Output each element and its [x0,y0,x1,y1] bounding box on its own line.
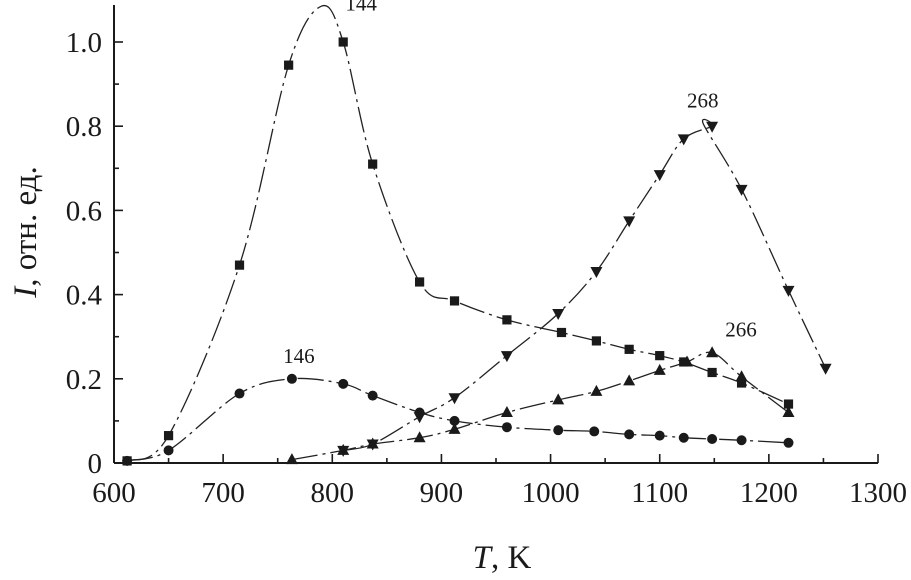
marker-266 [681,355,693,367]
marker-144 [624,344,634,354]
marker-146 [234,388,245,399]
peak-label-268: 268 [687,88,719,112]
y-axis-title: I, отн. ед. [8,166,44,298]
marker-266 [337,443,350,455]
marker-144 [163,431,174,441]
peak-label-144: 144 [345,0,377,15]
marker-144 [415,277,425,287]
peak-labels: 144 146 268 266 [283,0,757,368]
peak-label-266: 266 [725,318,757,342]
marker-266 [448,422,461,434]
marker-144 [449,296,460,306]
marker-146 [163,445,174,456]
y-tick-label: 0 [88,448,103,480]
series-markers [122,37,832,466]
marker-268 [706,121,719,133]
marker-268 [448,393,461,405]
marker-268 [413,412,426,424]
ticks: 600 700 800 900 1000 1100 1200 1300 0 0.2 0.4 0.6 0.… [66,27,907,509]
y-tick-label: 1.0 [66,27,102,59]
marker-268 [735,184,748,196]
marker-144 [655,351,665,361]
marker-266 [413,431,426,443]
y-tick-label: 0.8 [66,111,102,143]
x-tick-label: 1000 [522,477,580,509]
marker-146 [736,435,747,446]
marker-146 [122,455,133,466]
marker-266 [590,384,603,396]
x-tick-label: 600 [92,477,136,509]
peak-label-146: 146 [283,344,315,368]
x-tick-label: 1200 [740,477,798,509]
marker-146 [624,429,635,440]
marker-144 [783,399,794,409]
marker-266 [285,453,298,465]
marker-146 [286,373,297,384]
marker-146 [707,434,718,445]
marker-144 [736,378,747,388]
marker-266 [653,363,666,375]
marker-268 [623,216,636,228]
marker-268 [552,309,565,321]
x-axis-title: T, K [473,540,532,576]
marker-144 [556,327,567,338]
marker-144 [234,260,245,270]
x-tick-label: 1300 [849,477,907,509]
marker-146 [449,415,460,426]
marker-146 [553,425,564,436]
x-tick-label: 1100 [631,477,688,509]
marker-144 [284,60,294,70]
marker-146 [367,390,378,401]
marker-144 [707,367,717,378]
marker-146 [783,437,794,448]
x-tick-label: 800 [311,477,355,509]
marker-266 [500,405,513,417]
marker-268 [677,134,690,146]
marker-144 [591,336,602,346]
x-tick-label: 700 [201,477,245,509]
marker-146 [338,378,349,389]
marker-266 [366,437,379,449]
x-tick-label: 900 [420,477,464,509]
marker-266 [782,405,795,417]
marker-144 [338,37,348,47]
y-axis-variable: I [8,285,44,299]
marker-266 [735,370,748,382]
y-tick-label: 0.2 [66,364,102,396]
marker-146 [589,426,600,437]
marker-268 [590,266,603,278]
marker-266 [623,374,636,386]
marker-144 [502,315,512,325]
marker-146 [678,432,689,443]
y-tick-label: 0.6 [66,195,102,227]
y-tick-label: 0.4 [66,280,103,312]
marker-268 [653,170,666,182]
x-axis-unit: , K [491,540,532,576]
marker-144 [368,159,378,169]
marker-266 [552,393,565,405]
marker-146 [654,430,665,441]
marker-266 [706,346,719,358]
x-axis-variable: T [473,540,494,576]
marker-268 [500,351,513,363]
marker-268 [782,285,795,297]
series-curves [126,4,827,462]
y-axis-unit: , отн. ед. [8,166,44,286]
marker-268 [819,363,832,375]
marker-146 [501,422,512,433]
series-line-144 [126,4,789,462]
